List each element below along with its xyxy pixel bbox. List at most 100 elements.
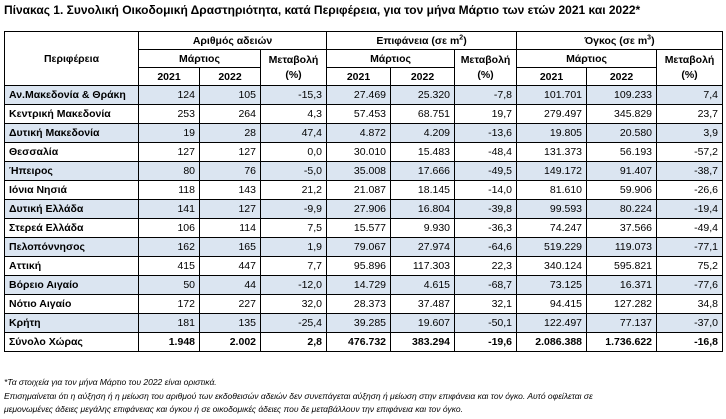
value-cell: 68.751 <box>390 104 456 124</box>
value-cell: 4.209 <box>390 123 456 143</box>
value-cell: 3,9 <box>656 123 724 143</box>
value-cell: 50 <box>138 275 200 295</box>
value-cell: 35.008 <box>326 161 392 181</box>
value-cell: 415 <box>138 256 200 276</box>
table-row: Κρήτη 181 135 -25,4 39.285 19.607 -50,1 122.497… <box>4 313 724 333</box>
permits-month-header: Μάρτιος <box>138 49 261 68</box>
value-cell: 119.073 <box>586 237 658 257</box>
value-cell: 2.086.388 <box>516 332 588 352</box>
value-cell: 143 <box>199 180 261 200</box>
total-row: Σύνολο Χώρας 1.948 2.002 2,8 476.732 383.294-… <box>4 332 724 352</box>
value-cell: 99.593 <box>516 199 588 219</box>
value-cell: 19 <box>138 123 200 143</box>
value-cell: 16.804 <box>390 199 456 219</box>
value-cell: 28 <box>199 123 261 143</box>
value-cell: -19,4 <box>656 199 724 219</box>
value-cell: 118 <box>138 180 200 200</box>
region-name-cell: Δυτική Μακεδονία <box>4 123 139 143</box>
value-cell: -25,4 <box>259 313 328 333</box>
region-name-cell: Κρήτη <box>4 313 139 333</box>
region-name-cell: Νότιο Αιγαίο <box>4 294 139 314</box>
value-cell: -26,6 <box>656 180 724 200</box>
value-cell: 19.805 <box>516 123 588 143</box>
value-cell: 39.285 <box>326 313 392 333</box>
value-cell: 7,5 <box>259 218 328 238</box>
value-cell: 4,3 <box>259 104 328 124</box>
value-cell: 127 <box>199 142 261 162</box>
footnote: μεμονωμένες άδειες μεγάλης επιφάνειας κα… <box>4 404 463 414</box>
table-row: Βόρειο Αιγαίο 50 44 -12,0 14.729 4.615 -68,7 73… <box>4 275 724 295</box>
value-cell: 22,3 <box>454 256 518 276</box>
value-cell: -15,3 <box>259 85 328 105</box>
value-cell: 4.872 <box>326 123 392 143</box>
value-cell: -49,5 <box>454 161 518 181</box>
value-cell: 75,2 <box>656 256 724 276</box>
value-cell: -38,7 <box>656 161 724 181</box>
value-cell: 101.701 <box>516 85 588 105</box>
region-name-cell: Αττική <box>4 256 139 276</box>
value-cell: -12,0 <box>259 275 328 295</box>
value-cell: 105 <box>199 85 261 105</box>
value-cell: 106 <box>138 218 200 238</box>
surface-change-header: Μεταβολή (%) <box>454 49 518 86</box>
table-row: Ιόνια Νησιά 118 143 21,2 21.087 18.145 -14,0 81… <box>4 180 724 200</box>
footnote: Επισημαίνεται ότι η αύξηση ή η μείωση το… <box>4 390 593 401</box>
value-cell: -5,0 <box>259 161 328 181</box>
region-name-cell: Βόρειο Αιγαίο <box>4 275 139 295</box>
value-cell: 57.453 <box>326 104 392 124</box>
surface-year2-header: 2022 <box>390 67 456 86</box>
value-cell: 135 <box>199 313 261 333</box>
value-cell: -49,4 <box>656 218 724 238</box>
value-cell: 595.821 <box>586 256 658 276</box>
value-cell: 131.373 <box>516 142 588 162</box>
value-cell: 340.124 <box>516 256 588 276</box>
value-cell: 2.002 <box>199 332 261 352</box>
value-cell: 122.497 <box>516 313 588 333</box>
value-cell: 181 <box>138 313 200 333</box>
value-cell: 77.137 <box>586 313 658 333</box>
value-cell: 32,0 <box>259 294 328 314</box>
permits-group-header: Αριθμός αδειών <box>137 31 328 50</box>
value-cell: 79.067 <box>326 237 392 257</box>
value-cell: 4.615 <box>390 275 456 295</box>
value-cell: 91.407 <box>586 161 658 181</box>
value-cell: 30.010 <box>326 142 392 162</box>
value-cell: 32,1 <box>454 294 518 314</box>
value-cell: 476.732 <box>326 332 392 352</box>
value-cell: -48,4 <box>454 142 518 162</box>
region-name-cell: Αν.Μακεδονία & Θράκη <box>4 85 139 105</box>
footnote: *Τα στοιχεία για τον μήνα Μάρτιο του 202… <box>4 377 217 387</box>
value-cell: 21.087 <box>326 180 392 200</box>
value-cell: 59.906 <box>586 180 658 200</box>
table-row: Δυτική Μακεδονία 19 28 47,4 4.872 4.209 -13,6 1… <box>4 123 724 143</box>
value-cell: 18.145 <box>390 180 456 200</box>
value-cell: 127 <box>138 142 200 162</box>
table-row: Νότιο Αιγαίο 172 227 32,0 28.373 37.487 32,1 94… <box>4 294 724 314</box>
table-row: Ήπειρος 80 76 -5,0 35.008 17.666 -49,5 149.172 9… <box>4 161 724 181</box>
volume-month-header: Μάρτιος <box>516 49 658 68</box>
value-cell: -36,3 <box>454 218 518 238</box>
value-cell: 15.577 <box>326 218 392 238</box>
value-cell: 27.906 <box>326 199 392 219</box>
value-cell: 165 <box>199 237 261 257</box>
permits-year2-header: 2022 <box>199 67 261 86</box>
value-cell: 80.224 <box>586 199 658 219</box>
value-cell: -77,1 <box>656 237 724 257</box>
value-cell: 76 <box>199 161 261 181</box>
building-activity-table: Περιφέρεια Αριθμός αδειών Επιφάνεια (σε … <box>4 31 724 352</box>
region-header: Περιφέρεια <box>4 31 139 86</box>
value-cell: 19.607 <box>390 313 456 333</box>
surface-group-header: Επιφάνεια (σε m2) <box>326 31 518 50</box>
value-cell: 74.247 <box>516 218 588 238</box>
value-cell: -50,1 <box>454 313 518 333</box>
value-cell: 1,9 <box>259 237 328 257</box>
value-cell: 264 <box>199 104 261 124</box>
value-cell: 17.666 <box>390 161 456 181</box>
value-cell: 447 <box>199 256 261 276</box>
value-cell: 94.415 <box>516 294 588 314</box>
value-cell: -14,0 <box>454 180 518 200</box>
value-cell: -77,6 <box>656 275 724 295</box>
value-cell: 7,7 <box>259 256 328 276</box>
region-name-cell: Δυτική Ελλάδα <box>4 199 139 219</box>
value-cell: -9,9 <box>259 199 328 219</box>
